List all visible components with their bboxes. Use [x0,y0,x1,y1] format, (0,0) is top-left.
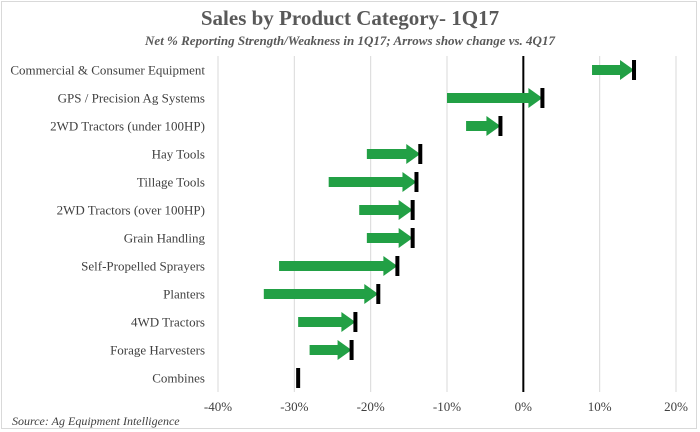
source-note: Source: Ag Equipment Intelligence [12,414,180,428]
current-value-marker [410,200,415,220]
change-arrow [328,172,417,192]
category-label: Self-Propelled Sprayers [81,259,205,274]
x-tick-label: 20% [664,399,688,414]
x-tick-label: -30% [280,399,308,414]
category-label: 2WD Tractors (over 100HP) [57,203,205,218]
category-label: Commercial & Consumer Equipment [10,63,205,78]
change-arrow [366,144,421,164]
current-value-marker [395,256,400,276]
category-label: Forage Harvesters [110,343,205,358]
category-label: GPS / Precision Ag Systems [58,91,205,106]
category-label: 2WD Tractors (under 100HP) [50,119,205,134]
category-label: Combines [152,371,205,386]
current-value-marker [376,284,381,304]
current-value-marker [540,88,545,108]
x-tick-label: 0% [515,399,533,414]
change-arrow [263,284,379,304]
category-labels: Commercial & Consumer Equipment GPS / Pre… [10,63,205,386]
category-label: Hay Tools [152,147,205,162]
change-arrow [592,60,635,80]
current-value-marker [410,228,415,248]
category-label: Tillage Tools [137,175,205,190]
x-tick-labels: -40% -30% -20% -10% 0% 10% 20% [204,399,688,414]
current-value-marker [632,60,637,80]
current-value-marker [498,116,503,136]
chart-subtitle: Net % Reporting Strength/Weakness in 1Q1… [145,33,555,48]
change-arrow [309,340,352,360]
change-arrow [359,200,413,220]
change-arrow [366,228,413,248]
change-arrow [466,116,501,136]
current-value-marker [353,312,358,332]
current-value-marker [349,340,354,360]
chart-title: Sales by Product Category- 1Q17 [200,6,500,30]
change-arrow [279,256,398,276]
x-tick-label: -20% [357,399,385,414]
current-value-marker [296,368,301,388]
gridlines [217,56,677,392]
category-label: Grain Handling [124,231,206,246]
arrows [263,60,637,388]
current-value-marker [418,144,423,164]
category-label: 4WD Tractors [131,315,205,330]
change-arrow [447,88,543,108]
x-tick-label: 10% [588,399,612,414]
current-value-marker [414,172,419,192]
x-tick-label: -10% [433,399,461,414]
change-arrow [298,312,356,332]
x-tick-label: -40% [204,399,232,414]
category-label: Planters [163,287,205,302]
